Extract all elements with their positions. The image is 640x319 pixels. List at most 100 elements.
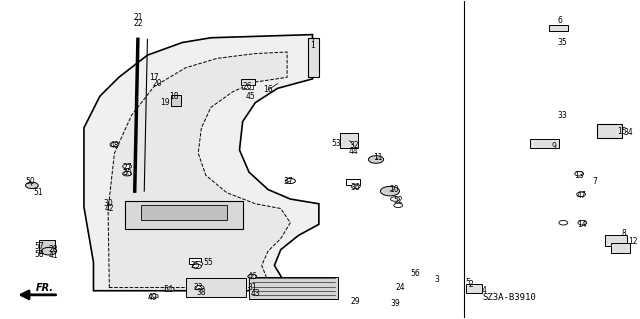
Text: 48: 48 — [109, 141, 119, 150]
Text: 44: 44 — [349, 147, 358, 156]
FancyBboxPatch shape — [241, 79, 255, 85]
Text: 12: 12 — [628, 237, 638, 246]
FancyBboxPatch shape — [172, 94, 180, 106]
Polygon shape — [108, 52, 291, 287]
Text: 13: 13 — [574, 171, 584, 180]
Polygon shape — [249, 277, 338, 299]
Circle shape — [123, 172, 132, 176]
FancyBboxPatch shape — [549, 25, 568, 32]
Text: 18: 18 — [170, 92, 179, 101]
Text: 43: 43 — [250, 289, 260, 298]
Polygon shape — [308, 38, 319, 77]
Text: 47: 47 — [576, 191, 586, 200]
Text: 11: 11 — [373, 153, 383, 162]
Text: 8: 8 — [621, 229, 626, 238]
Text: 36: 36 — [351, 183, 360, 192]
Polygon shape — [186, 278, 246, 297]
Text: 27: 27 — [122, 163, 132, 172]
FancyBboxPatch shape — [242, 85, 253, 89]
FancyBboxPatch shape — [611, 243, 630, 253]
Circle shape — [165, 287, 174, 291]
Circle shape — [380, 186, 399, 196]
Text: 2: 2 — [469, 280, 474, 289]
Circle shape — [578, 220, 587, 225]
Circle shape — [285, 178, 296, 183]
Polygon shape — [141, 205, 227, 219]
Text: 3: 3 — [435, 275, 440, 284]
Text: SZ3A-B3910: SZ3A-B3910 — [483, 293, 536, 301]
Text: 42: 42 — [104, 204, 114, 213]
Text: 9: 9 — [551, 142, 556, 151]
Text: 15: 15 — [618, 127, 627, 136]
Text: 30: 30 — [103, 199, 113, 208]
Text: 49: 49 — [148, 293, 157, 301]
FancyBboxPatch shape — [189, 258, 201, 264]
Text: 33: 33 — [557, 111, 567, 120]
Circle shape — [394, 203, 403, 208]
Text: 51: 51 — [33, 188, 43, 197]
Text: 40: 40 — [122, 169, 132, 178]
Circle shape — [110, 142, 119, 146]
Text: 46: 46 — [247, 272, 257, 281]
Text: 4: 4 — [481, 286, 486, 295]
Text: FR.: FR. — [36, 283, 54, 293]
Circle shape — [123, 164, 132, 169]
FancyBboxPatch shape — [467, 284, 483, 293]
FancyBboxPatch shape — [530, 139, 559, 148]
Circle shape — [248, 274, 257, 279]
Text: 45: 45 — [246, 92, 256, 101]
Text: 53: 53 — [331, 139, 341, 148]
Text: 58: 58 — [35, 250, 44, 259]
FancyBboxPatch shape — [340, 133, 358, 148]
Circle shape — [193, 264, 202, 269]
Text: 1: 1 — [310, 41, 315, 50]
Text: 24: 24 — [396, 283, 405, 292]
Text: 19: 19 — [161, 98, 170, 107]
Text: 23: 23 — [193, 283, 203, 292]
Text: 7: 7 — [593, 177, 598, 186]
Text: 34: 34 — [624, 128, 634, 137]
Circle shape — [351, 184, 360, 189]
Text: 32: 32 — [349, 141, 358, 150]
FancyBboxPatch shape — [605, 234, 627, 246]
Text: 14: 14 — [577, 220, 587, 229]
Text: 57: 57 — [35, 242, 44, 251]
Text: 41: 41 — [49, 251, 58, 260]
Circle shape — [575, 172, 584, 176]
Circle shape — [559, 220, 568, 225]
FancyBboxPatch shape — [597, 124, 622, 138]
Text: 16: 16 — [263, 85, 273, 94]
Text: 29: 29 — [351, 297, 360, 306]
Text: 50: 50 — [25, 177, 35, 186]
Text: 35: 35 — [558, 38, 568, 47]
Polygon shape — [125, 201, 243, 229]
Text: 26: 26 — [243, 82, 253, 91]
Text: 5: 5 — [466, 278, 470, 287]
Text: 28: 28 — [49, 245, 58, 254]
Circle shape — [26, 182, 38, 189]
FancyBboxPatch shape — [39, 240, 55, 253]
Text: 55: 55 — [203, 258, 212, 267]
Text: 56: 56 — [410, 269, 420, 278]
Text: 20: 20 — [152, 79, 162, 88]
Text: 6: 6 — [557, 16, 563, 25]
FancyBboxPatch shape — [346, 179, 360, 185]
Circle shape — [149, 294, 158, 298]
Text: 31: 31 — [248, 283, 257, 292]
Text: 52: 52 — [394, 196, 403, 205]
Text: 39: 39 — [390, 299, 400, 308]
Text: 54: 54 — [163, 285, 173, 294]
Text: 10: 10 — [389, 185, 399, 194]
Circle shape — [42, 248, 56, 255]
Circle shape — [194, 262, 203, 266]
Circle shape — [195, 286, 204, 290]
Circle shape — [390, 197, 399, 201]
Circle shape — [577, 192, 586, 197]
Circle shape — [369, 156, 383, 163]
Polygon shape — [84, 34, 319, 291]
Text: 17: 17 — [149, 73, 159, 82]
Text: 38: 38 — [196, 288, 206, 297]
Text: 22: 22 — [133, 19, 143, 28]
Text: 37: 37 — [284, 177, 293, 186]
Text: 25: 25 — [190, 261, 200, 270]
